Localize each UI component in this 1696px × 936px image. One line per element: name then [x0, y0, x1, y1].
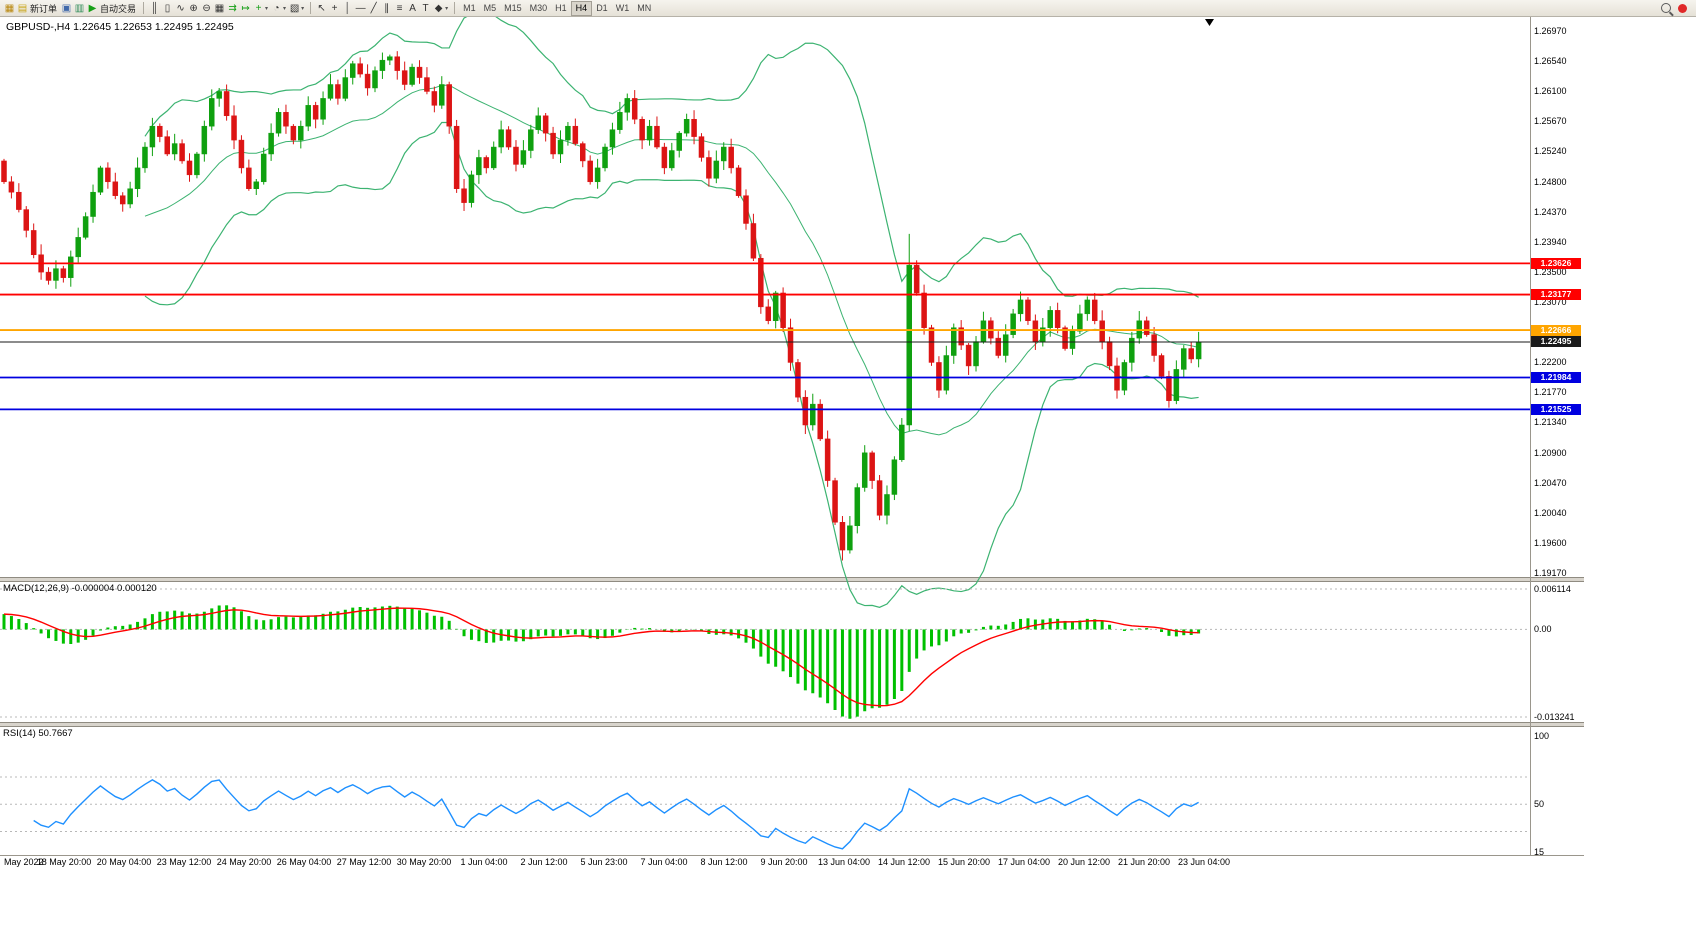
- timeframe-H1[interactable]: H1: [555, 2, 567, 13]
- timeframe-M15[interactable]: M15: [504, 2, 522, 13]
- chart-shift-icon[interactable]: ↦: [241, 2, 250, 14]
- timeframe-M5[interactable]: M5: [483, 2, 497, 13]
- charts-window-icon[interactable]: ▣: [61, 2, 72, 14]
- crosshair-icon[interactable]: +: [331, 2, 338, 14]
- periods-icon[interactable]: ◔: [273, 2, 280, 14]
- bollinger-upper-band: [144, 11, 1199, 298]
- dropdown-caret-icon[interactable]: ▾: [445, 5, 449, 12]
- bollinger-lower-band: [144, 121, 1199, 608]
- auto-trading-label[interactable]: 自动交易: [100, 3, 137, 14]
- cursor-icon[interactable]: ↖: [317, 2, 326, 14]
- text-icon[interactable]: A: [409, 2, 416, 14]
- macd-signal-line: [3, 607, 1199, 707]
- dropdown-caret-icon[interactable]: ▾: [301, 5, 305, 12]
- auto-scroll-icon[interactable]: ⇉: [228, 2, 237, 14]
- timeframe-H4[interactable]: H4: [570, 0, 593, 16]
- new-chart-icon[interactable]: ▦: [4, 2, 15, 14]
- zoom-in-icon[interactable]: ⊕: [189, 2, 198, 14]
- toolbar-separator: [310, 2, 312, 14]
- toolbar: ▦ ▤ 新订单 ▣ ▥ ▶ 自动交易 ║ ▯ ∿ ⊕ ⊖ ▦ ⇉ ↦ + ▾ ◔ ▾ ▧ ▾ ↖ + │ — ╱ ∥ ≡ A T ◆ ▾ M1…: [0, 0, 1696, 17]
- tile-windows-icon[interactable]: ▦: [214, 2, 225, 14]
- dropdown-caret-icon[interactable]: ▾: [283, 5, 287, 12]
- text-label-icon[interactable]: T: [422, 2, 429, 14]
- candles-series: [1, 51, 1202, 561]
- shapes-icon[interactable]: ◆: [434, 2, 443, 14]
- search-icon[interactable]: [1661, 3, 1671, 13]
- candlestick-chart-icon[interactable]: ▯: [164, 2, 171, 14]
- profiles-icon[interactable]: ▥: [74, 2, 85, 14]
- timeframe-toolbar: M1 M5 M15 M30 H1 H4 D1 W1 MN: [459, 0, 655, 16]
- dropdown-caret-icon[interactable]: ▾: [265, 5, 269, 12]
- timeframe-W1[interactable]: W1: [615, 2, 630, 13]
- horizontal-line-icon[interactable]: —: [355, 2, 366, 14]
- zoom-out-icon[interactable]: ⊖: [202, 2, 211, 14]
- timeframe-M30[interactable]: M30: [529, 2, 548, 13]
- template-icon[interactable]: ▧: [289, 2, 300, 14]
- line-chart-icon[interactable]: ∿: [176, 2, 185, 14]
- timeframe-D1[interactable]: D1: [596, 2, 608, 13]
- bollinger-middle-band: [144, 84, 1199, 436]
- toolbar-separator: [454, 2, 456, 14]
- notification-badge[interactable]: [1678, 3, 1687, 13]
- timeframe-M1[interactable]: M1: [463, 2, 476, 13]
- macd-histogram: [2, 605, 1201, 719]
- toolbar-separator: [143, 2, 145, 14]
- fibonacci-icon[interactable]: ≡: [396, 2, 403, 14]
- new-order-label[interactable]: 新订单: [30, 3, 58, 14]
- rsi-line: [33, 779, 1199, 850]
- timeframe-MN[interactable]: MN: [637, 2, 652, 13]
- vertical-line-icon[interactable]: │: [344, 2, 351, 14]
- toolbar-right: [1661, 3, 1693, 13]
- new-order-icon[interactable]: ▤: [17, 2, 28, 14]
- bar-chart-icon[interactable]: ║: [150, 2, 159, 14]
- channel-icon[interactable]: ∥: [384, 2, 390, 14]
- auto-trading-icon[interactable]: ▶: [88, 2, 97, 14]
- indicators-icon[interactable]: +: [255, 2, 262, 14]
- trendline-icon[interactable]: ╱: [370, 2, 377, 14]
- shift-marker-icon: [1205, 19, 1214, 26]
- toolbar-icons: ▦ ▤ 新订单 ▣ ▥ ▶ 自动交易 ║ ▯ ∿ ⊕ ⊖ ▦ ⇉ ↦ + ▾ ◔ ▾ ▧ ▾ ↖ + │ — ╱ ∥ ≡ A T ◆ ▾: [3, 1, 459, 16]
